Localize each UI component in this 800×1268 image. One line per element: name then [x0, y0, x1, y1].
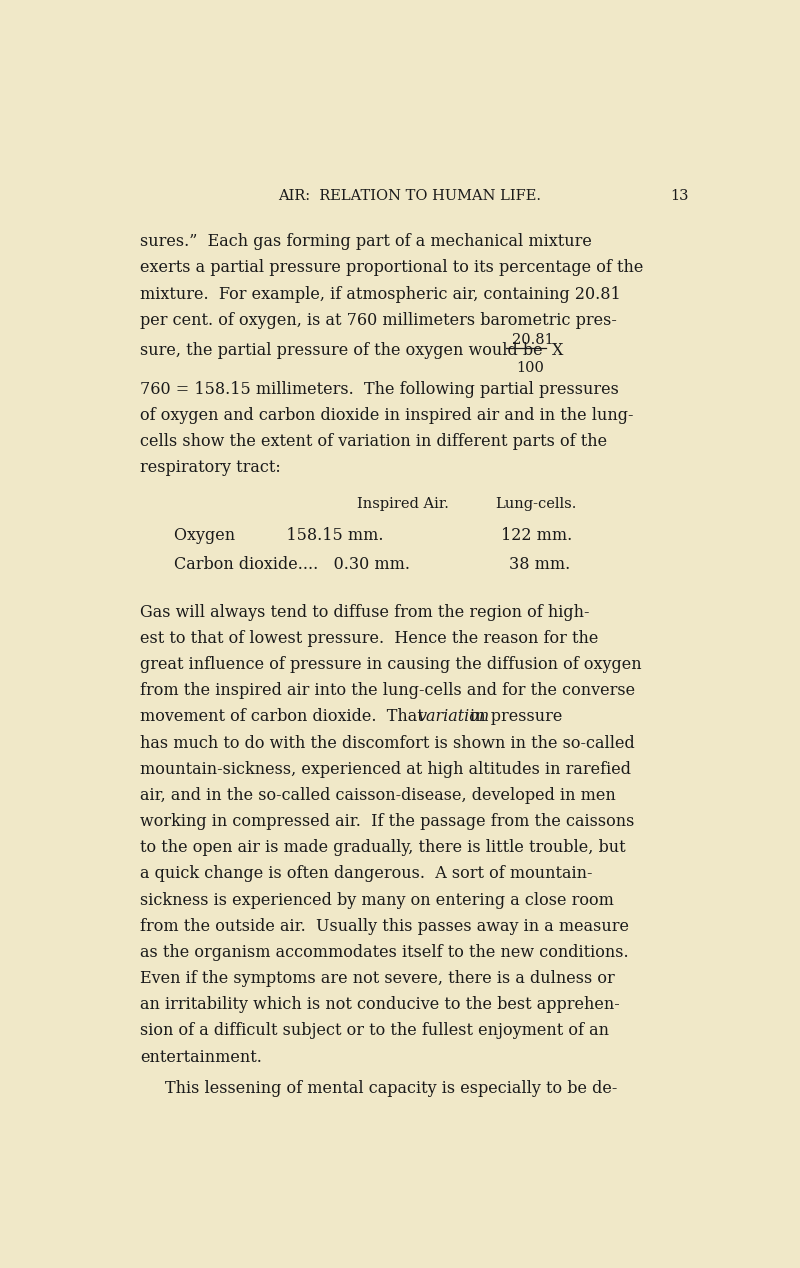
Text: Even if the symptoms are not severe, there is a dulness or: Even if the symptoms are not severe, the…	[140, 970, 615, 988]
Text: a quick change is often dangerous.  A sort of mountain-: a quick change is often dangerous. A sor…	[140, 866, 593, 883]
Text: Lung-cells.: Lung-cells.	[495, 497, 577, 511]
Text: Oxygen          158.15 mm.: Oxygen 158.15 mm.	[174, 527, 384, 544]
Text: per cent. of oxygen, is at 760 millimeters barometric pres-: per cent. of oxygen, is at 760 millimete…	[140, 312, 617, 328]
Text: great influence of pressure in causing the diffusion of oxygen: great influence of pressure in causing t…	[140, 656, 642, 673]
Text: est to that of lowest pressure.  Hence the reason for the: est to that of lowest pressure. Hence th…	[140, 630, 598, 647]
Text: an irritability which is not conducive to the best apprehen-: an irritability which is not conducive t…	[140, 997, 620, 1013]
Text: movement of carbon dioxide.  That: movement of carbon dioxide. That	[140, 709, 429, 725]
Text: of oxygen and carbon dioxide in inspired air and in the lung-: of oxygen and carbon dioxide in inspired…	[140, 407, 634, 424]
Text: sures.”  Each gas forming part of a mechanical mixture: sures.” Each gas forming part of a mecha…	[140, 233, 592, 250]
Text: sure, the partial pressure of the oxygen would be: sure, the partial pressure of the oxygen…	[140, 342, 543, 359]
Text: to the open air is made gradually, there is little trouble, but: to the open air is made gradually, there…	[140, 839, 626, 856]
Text: mountain-sickness, experienced at high altitudes in rarefied: mountain-sickness, experienced at high a…	[140, 761, 631, 777]
Text: as the organism accommodates itself to the new conditions.: as the organism accommodates itself to t…	[140, 943, 629, 961]
Text: air, and in the so-called caisson-disease, developed in men: air, and in the so-called caisson-diseas…	[140, 787, 616, 804]
Text: variation: variation	[418, 709, 490, 725]
Text: 100: 100	[516, 361, 544, 375]
Text: Inspired Air.: Inspired Air.	[358, 497, 449, 511]
Text: has much to do with the discomfort is shown in the so-called: has much to do with the discomfort is sh…	[140, 734, 635, 752]
Text: working in compressed air.  If the passage from the caissons: working in compressed air. If the passag…	[140, 813, 634, 831]
Text: from the outside air.  Usually this passes away in a measure: from the outside air. Usually this passe…	[140, 918, 630, 935]
Text: cells show the extent of variation in different parts of the: cells show the extent of variation in di…	[140, 432, 607, 450]
Text: AIR:  RELATION TO HUMAN LIFE.: AIR: RELATION TO HUMAN LIFE.	[278, 189, 542, 203]
Text: X: X	[552, 342, 563, 359]
Text: 760 = 158.15 millimeters.  The following partial pressures: 760 = 158.15 millimeters. The following …	[140, 380, 619, 398]
Text: sion of a difficult subject or to the fullest enjoyment of an: sion of a difficult subject or to the fu…	[140, 1022, 610, 1040]
Text: sickness is experienced by many on entering a close room: sickness is experienced by many on enter…	[140, 891, 614, 909]
Text: Gas will always tend to diffuse from the region of high-: Gas will always tend to diffuse from the…	[140, 604, 590, 621]
Text: entertainment.: entertainment.	[140, 1049, 262, 1065]
Text: This lessening of mental capacity is especially to be de-: This lessening of mental capacity is esp…	[165, 1080, 618, 1097]
Text: from the inspired air into the lung-cells and for the converse: from the inspired air into the lung-cell…	[140, 682, 635, 700]
Text: 20.81: 20.81	[512, 333, 554, 347]
Text: respiratory tract:: respiratory tract:	[140, 459, 281, 476]
Text: 38 mm.: 38 mm.	[510, 557, 570, 573]
Text: mixture.  For example, if atmospheric air, containing 20.81: mixture. For example, if atmospheric air…	[140, 285, 621, 303]
Text: 122 mm.: 122 mm.	[501, 527, 572, 544]
Text: Carbon dioxide....   0.30 mm.: Carbon dioxide.... 0.30 mm.	[174, 557, 410, 573]
Text: in pressure: in pressure	[465, 709, 562, 725]
Text: exerts a partial pressure proportional to its percentage of the: exerts a partial pressure proportional t…	[140, 260, 644, 276]
Text: 13: 13	[670, 189, 689, 203]
